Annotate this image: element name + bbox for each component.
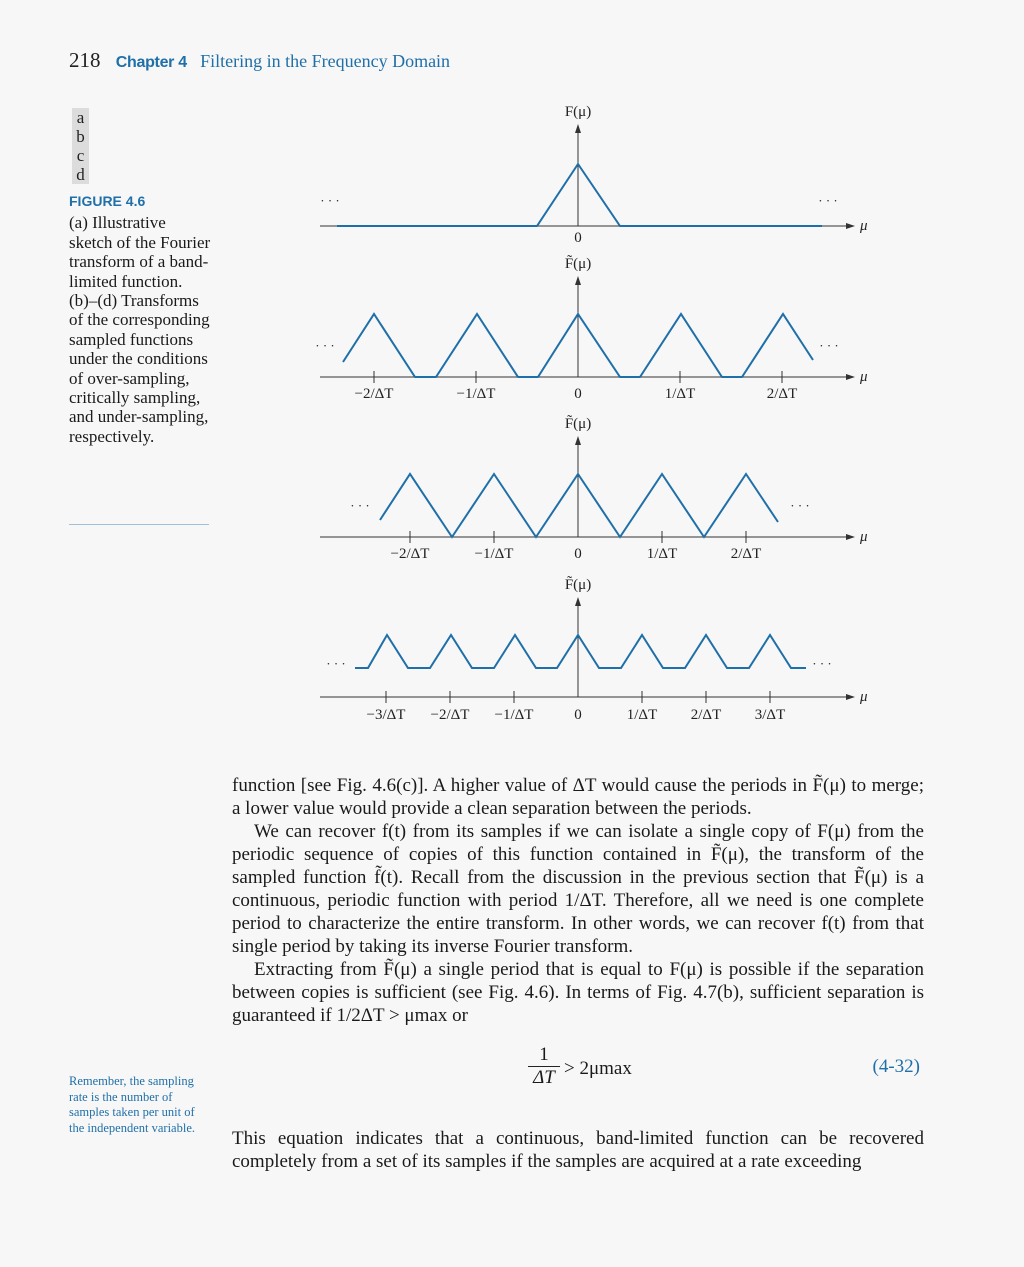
paragraph: This equation indicates that a continuou… [232,1128,924,1172]
panel-letter: a [72,108,89,127]
y-axis-label: F(μ) [565,104,591,120]
equation-denominator: ΔT [533,1067,555,1088]
y-axis-arrow [575,124,581,133]
x-axis-label: μ [859,529,868,545]
tick-label: −1/ΔT [495,707,534,723]
figure-caption: FIGURE 4.6 (a) Illustrative sketch of th… [69,192,211,446]
ellipsis-marker: · · · [315,338,335,353]
tick-label: 1/ΔT [627,707,657,723]
margin-note: Remember, the sampling rate is the numbe… [69,1074,195,1135]
y-axis-label: F̃(μ) [565,415,591,432]
tick-label: −2/ΔT [391,546,430,562]
tick-label: −1/ΔT [475,546,514,562]
paragraph: We can recover f(t) from its samples if … [232,821,924,957]
spectrum-curve [355,633,806,669]
figure-4-6: μ F(μ) · · · · · · 0 μ F̃(μ) · · · · · · −2/ΔT −1/… [315,104,868,723]
x-axis-label: μ [859,369,868,385]
ellipsis-marker: · · · [790,498,810,513]
tick-label: −1/ΔT [457,386,496,402]
ellipsis-marker: · · · [818,193,838,208]
y-axis-arrow [575,597,581,606]
ellipsis-marker: · · · [326,656,346,671]
chapter-title: Filtering in the Frequency Domain [200,51,451,71]
x-axis-arrow [846,694,855,700]
x-axis-arrow [846,223,855,229]
tick-label: 2/ΔT [731,546,761,562]
x-axis-arrow [846,374,855,380]
paragraph: Extracting from F̃(μ) a single period th… [232,959,924,1026]
panel-letter: c [72,146,89,165]
caption-text: (a) Illustrative sketch of the Fourier t… [69,213,211,446]
tick-label: 0 [574,386,582,402]
chapter-label: Chapter 4 [115,54,187,71]
body-text-bottom: This equation indicates that a continuou… [232,1108,924,1192]
panel-letter: d [72,165,89,184]
y-axis-arrow [575,436,581,445]
spectrum-curve [342,312,814,378]
tick-label: 1/ΔT [665,386,695,402]
equation-4-32: 1 ΔT > 2μmax (4-32) [232,1044,924,1096]
tick-label: 0 [574,707,582,723]
tick-label: 2/ΔT [691,707,721,723]
ellipsis-marker: · · · [320,193,340,208]
y-axis-label: F̃(μ) [565,255,591,272]
tick-label: 2/ΔT [767,386,797,402]
spectrum-curve [379,472,779,539]
tick-label: 3/ΔT [755,707,785,723]
figure-label: FIGURE 4.6 [69,193,146,209]
spectrum-curve [337,162,822,227]
y-axis-label: F̃(μ) [565,576,591,593]
body-text-top: function [see Fig. 4.6(c)]. A higher val… [232,774,924,1027]
page-number: 218 [69,48,101,72]
x-axis-arrow [846,534,855,540]
tick-label: 1/ΔT [647,546,677,562]
equation-rhs: > 2μmax [564,1058,632,1079]
panel-letter: b [72,127,89,146]
tick-label: −2/ΔT [431,707,470,723]
tick-label: 0 [574,546,582,562]
ellipsis-marker: · · · [819,338,839,353]
x-axis-label: μ [859,218,868,234]
running-header: 218 Chapter 4 Filtering in the Frequency… [69,48,450,73]
equation-number: (4-32) [872,1056,920,1077]
tick-label: −2/ΔT [355,386,394,402]
tick-label: −3/ΔT [367,707,406,723]
panel-letters: a b c d [72,108,89,184]
tick-label: 0 [574,230,582,246]
ellipsis-marker: · · · [350,498,370,513]
ellipsis-marker: · · · [812,656,832,671]
equation-fraction: 1 ΔT [528,1044,560,1089]
y-axis-arrow [575,276,581,285]
caption-divider [69,524,209,525]
equation-numerator: 1 [528,1044,560,1067]
paragraph: function [see Fig. 4.6(c)]. A higher val… [232,775,924,819]
x-axis-label: μ [859,689,868,705]
